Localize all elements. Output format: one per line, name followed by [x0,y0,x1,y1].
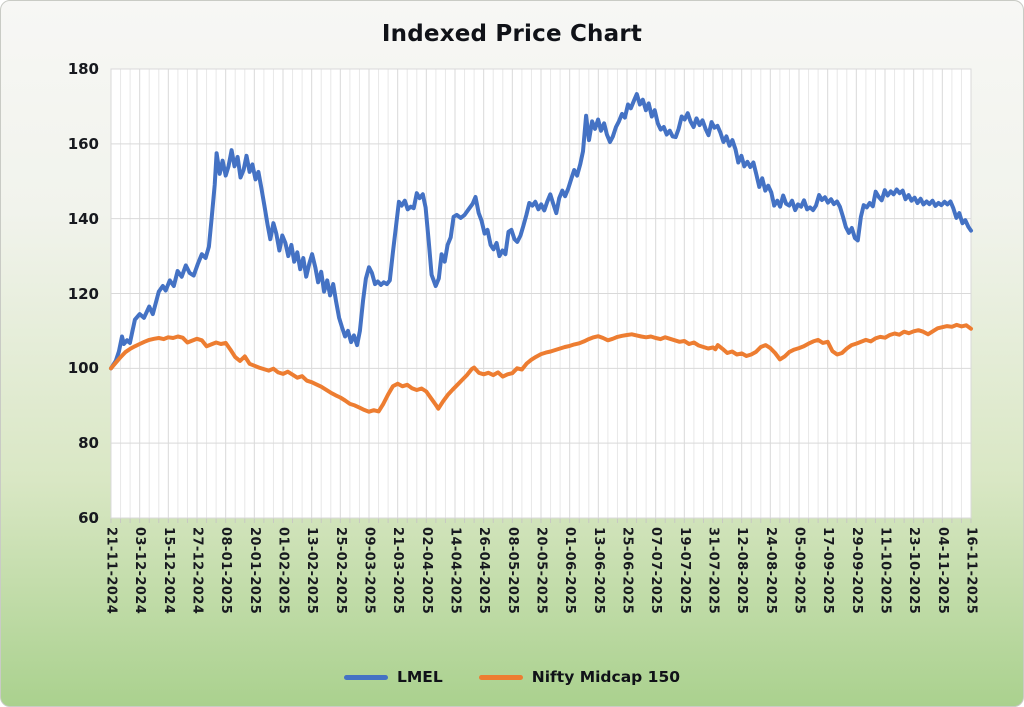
x-axis-tick-label: 11-10-2025 [877,527,893,615]
x-axis-tick-label: 21-03-2025 [390,527,406,615]
x-axis-tick-label: 12-08-2025 [734,527,750,615]
x-axis-tick-label: 13-02-2025 [304,527,320,615]
x-axis-tick-label: 03-12-2024 [132,527,148,615]
x-axis-tick-label: 08-01-2025 [218,527,234,615]
x-axis-tick-label: 20-01-2025 [246,527,262,615]
x-axis-tick-label: 01-06-2025 [562,527,578,615]
x-axis-tick-label: 20-05-2025 [533,527,549,615]
x-axis-tick-label: 17-09-2025 [820,527,836,615]
x-axis-tick-label: 02-04-2025 [418,527,434,615]
x-axis-tick-label: 26-04-2025 [476,527,492,615]
series-line-lmel [109,92,973,371]
x-axis-tick-label: 07-07-2025 [648,527,664,615]
x-axis-tick-label: 27-12-2024 [189,527,205,615]
x-axis-tick-label: 25-06-2025 [619,527,635,615]
x-axis-tick-label: 31-07-2025 [705,527,721,615]
x-axis-tick-label: 25-02-2025 [332,527,348,615]
x-axis-tick-label: 24-08-2025 [762,527,778,615]
y-axis-tick-label: 120 [67,284,99,303]
x-axis-tick-label: 08-05-2025 [504,527,520,615]
y-axis-tick-label: 180 [67,60,99,78]
x-axis-tick-label: 13-06-2025 [590,527,606,615]
y-axis-tick-label: 140 [67,209,99,228]
x-axis-tick-label: 19-07-2025 [676,527,692,615]
legend-label-lmel: LMEL [396,668,443,686]
x-axis-tick-label: 05-09-2025 [791,527,807,615]
y-axis-tick-label: 80 [78,434,99,453]
chart-title: Indexed Price Chart [381,21,643,47]
y-axis-tick-label: 100 [67,359,99,378]
legend-label-nifty-midcap: Nifty Midcap 150 [531,668,681,686]
y-axis-tick-label: 160 [67,134,99,153]
nifty-midcap-line-swatch-icon [478,674,523,680]
x-axis-tick-label: 14-04-2025 [447,527,463,615]
series-line-nifty-midcap-150 [109,322,973,414]
x-axis-tick-label: 01-02-2025 [275,527,291,615]
x-axis-tick-label: 09-03-2025 [361,527,377,615]
legend-item-lmel: LMEL [343,668,443,686]
legend-item-nifty-midcap-150: Nifty Midcap 150 [478,668,681,686]
x-axis-tick-label: 23-10-2025 [906,527,922,615]
x-axis-tick-label: 15-12-2024 [160,527,176,615]
plot-border [110,68,972,519]
x-axis-tick-label: 29-09-2025 [848,527,864,615]
y-axis-tick-label: 60 [78,509,99,527]
x-axis-tick-label: 04-11-2025 [934,527,950,615]
x-axis-tick-label: 21-11-2024 [103,527,119,615]
lmel-line-swatch-icon [343,674,388,680]
chart-legend: LMEL Nifty Midcap 150 [1,661,1023,693]
x-axis-tick-label: 16-11-2025 [963,527,979,615]
